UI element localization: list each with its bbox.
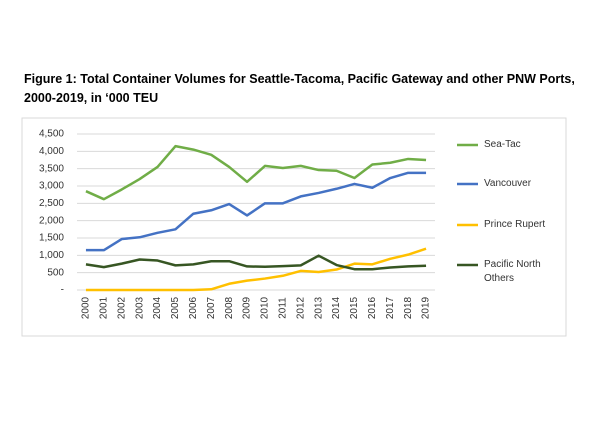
x-tick-label: 2007: [206, 296, 217, 319]
x-tick-label: 2010: [260, 296, 271, 319]
legend-label: Pacific North Others: [484, 259, 541, 284]
chart-title: Figure 1: Total Container Volumes for Se…: [24, 72, 575, 105]
x-tick-label: 2015: [349, 296, 360, 319]
x-tick-label: 2002: [116, 296, 127, 319]
x-tick-label: 2004: [152, 296, 163, 319]
y-tick-label: 4,500: [39, 129, 64, 140]
y-tick-label: 1,000: [39, 250, 64, 261]
y-tick-label: 3,000: [39, 181, 64, 192]
series-line: [85, 247, 427, 292]
legend-label: Prince Rupert: [484, 219, 546, 230]
legend-label: Sea-Tac: [484, 139, 521, 150]
y-tick-label: 3,500: [39, 163, 64, 174]
chart-frame: [21, 117, 567, 337]
x-tick-label: 2008: [224, 296, 235, 319]
x-tick-label: 2013: [313, 296, 324, 319]
x-tick-label: 2017: [385, 296, 396, 319]
series-line: [85, 171, 427, 252]
y-tick-label: -: [61, 285, 64, 296]
x-tick-label: 2012: [295, 296, 306, 319]
x-tick-label: 2018: [403, 296, 414, 319]
y-tick-label: 1,500: [39, 233, 64, 244]
x-tick-label: 2011: [277, 297, 288, 319]
x-tick-label: 2003: [134, 296, 145, 319]
y-tick-label: 2,500: [39, 198, 64, 209]
series-line: [85, 254, 427, 271]
series-line: [85, 144, 427, 201]
x-tick-label: 2000: [81, 296, 92, 319]
x-tick-label: 2014: [331, 296, 342, 319]
y-tick-label: 4,000: [39, 146, 64, 157]
x-tick-label: 2009: [242, 296, 253, 319]
x-tick-label: 2005: [170, 296, 181, 319]
legend-label: Vancouver: [484, 178, 532, 189]
x-tick-label: 2001: [98, 296, 109, 319]
y-tick-label: 2,000: [39, 215, 64, 226]
x-tick-label: 2016: [367, 296, 378, 319]
x-tick-label: 2006: [188, 296, 199, 319]
y-tick-label: 500: [47, 267, 64, 278]
x-tick-label: 2019: [421, 296, 432, 319]
